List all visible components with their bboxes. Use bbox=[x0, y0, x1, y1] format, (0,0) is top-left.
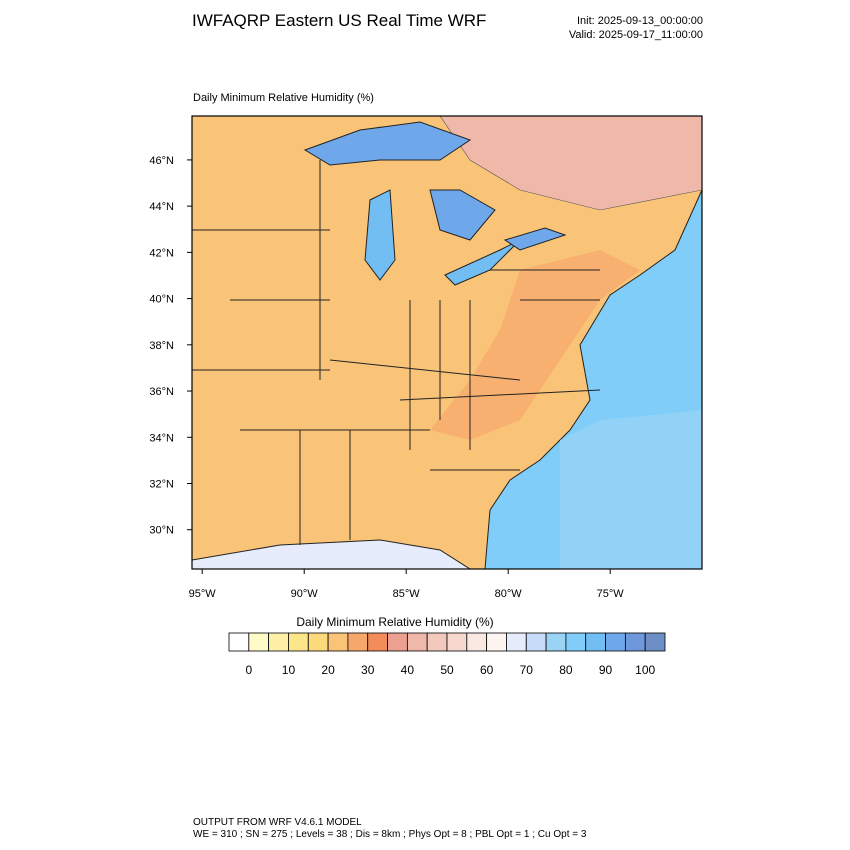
colorbar-box bbox=[228, 632, 250, 652]
colorbar-box bbox=[545, 632, 567, 652]
y-tick-label: 32°N bbox=[149, 478, 174, 490]
colorbar-tick-label: 30 bbox=[361, 663, 375, 677]
y-tick-label: 46°N bbox=[149, 155, 174, 167]
lake-erie bbox=[444, 239, 521, 286]
colorbar-box bbox=[446, 632, 468, 652]
y-tick-label: 40°N bbox=[149, 294, 174, 306]
footer-line: WE = 310 ; SN = 275 ; Levels = 38 ; Dis … bbox=[193, 829, 587, 840]
colorbar-box bbox=[585, 632, 606, 652]
map-frame bbox=[191, 115, 703, 570]
lake-huron bbox=[429, 189, 496, 241]
colorbar-tick-label: 70 bbox=[520, 663, 534, 677]
map-subtitle: Daily Minimum Relative Humidity (%) bbox=[193, 92, 374, 104]
colorbar-box bbox=[327, 632, 349, 652]
colorbar-box bbox=[605, 632, 626, 652]
canada-region bbox=[439, 116, 702, 211]
colorbar-tick-label: 0 bbox=[245, 663, 252, 677]
y-tick-label: 34°N bbox=[149, 432, 174, 444]
colorbar-tick-label: 90 bbox=[599, 663, 613, 677]
dry-region bbox=[430, 250, 640, 440]
gulf bbox=[192, 539, 471, 569]
init-time: Init: 2025-09-13_00:00:00 bbox=[577, 15, 703, 27]
colorbar-box bbox=[644, 632, 666, 652]
colorbar-tick-label: 20 bbox=[321, 663, 335, 677]
footer-line: OUTPUT FROM WRF V4.6.1 MODEL bbox=[193, 817, 362, 828]
y-tick-label: 38°N bbox=[149, 340, 174, 352]
colorbar-tick-label: 10 bbox=[282, 663, 296, 677]
lake-michigan bbox=[364, 189, 396, 281]
colorbar-tick-label: 50 bbox=[440, 663, 454, 677]
x-tick-label: 95°W bbox=[189, 588, 217, 600]
colorbar-tick-label: 40 bbox=[401, 663, 415, 677]
colorbar-title: Daily Minimum Relative Humidity (%) bbox=[296, 615, 493, 629]
y-tick-label: 30°N bbox=[149, 525, 174, 537]
y-tick-label: 42°N bbox=[149, 247, 174, 259]
colorbar-box bbox=[486, 632, 507, 652]
colorbar-box bbox=[624, 632, 646, 652]
colorbar-box bbox=[466, 632, 488, 652]
map bbox=[191, 115, 703, 570]
colorbar-box bbox=[387, 632, 408, 652]
x-tick-label: 90°W bbox=[291, 588, 319, 600]
colorbar-box bbox=[307, 632, 329, 652]
colorbar-box bbox=[347, 632, 369, 652]
title: IWFAQRP Eastern US Real Time WRF bbox=[192, 11, 486, 30]
colorbar-box bbox=[406, 632, 428, 652]
colorbar-box bbox=[248, 632, 270, 652]
colorbar-box bbox=[506, 632, 527, 652]
colorbar-tick-label: 60 bbox=[480, 663, 494, 677]
ocean-zone bbox=[560, 410, 702, 569]
state-borders bbox=[192, 160, 601, 545]
valid-time: Valid: 2025-09-17_11:00:00 bbox=[569, 29, 703, 41]
colorbar-box bbox=[565, 632, 587, 652]
colorbar-box bbox=[525, 632, 547, 652]
lake-ontario bbox=[503, 227, 567, 251]
y-tick-label: 36°N bbox=[149, 386, 174, 398]
colorbar-box bbox=[288, 632, 309, 652]
colorbar-box bbox=[367, 632, 388, 652]
colorbar-box bbox=[426, 632, 448, 652]
colorbar-tick-label: 100 bbox=[635, 663, 655, 677]
x-tick-label: 85°W bbox=[393, 588, 421, 600]
lake-superior bbox=[303, 121, 472, 166]
x-tick-label: 75°W bbox=[597, 588, 625, 600]
colorbar-box bbox=[268, 632, 289, 652]
x-tick-label: 80°W bbox=[495, 588, 523, 600]
y-tick-label: 44°N bbox=[149, 201, 174, 213]
colorbar-tick-label: 80 bbox=[559, 663, 573, 677]
